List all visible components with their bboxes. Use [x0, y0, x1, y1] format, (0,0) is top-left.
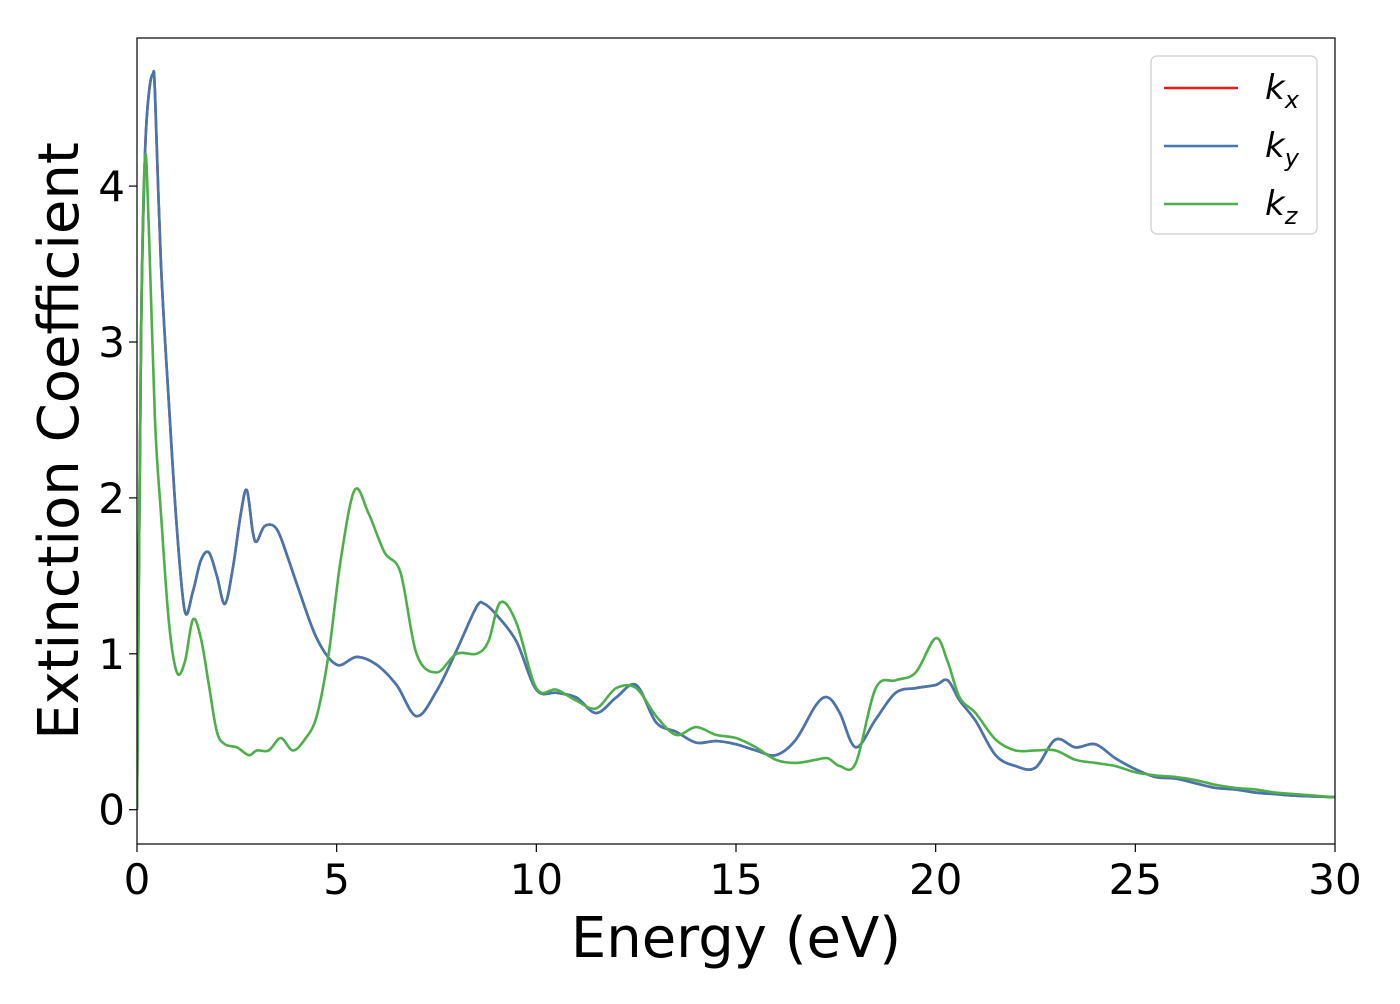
y-tick-label: 2: [98, 474, 125, 523]
y-tick-label: 3: [98, 318, 125, 367]
series-layer: [137, 70, 1335, 810]
x-tick-label: 0: [124, 855, 151, 904]
legend-label-x: kx: [1265, 68, 1300, 114]
x-tick-label: 30: [1308, 855, 1361, 904]
series-line-z: [137, 153, 1335, 810]
series-line-y: [137, 70, 1335, 810]
x-tick-label: 15: [709, 855, 762, 904]
legend-label-y: ky: [1265, 126, 1300, 172]
x-tick-label: 10: [510, 855, 563, 904]
x-tick-label: 25: [1109, 855, 1162, 904]
x-axis-label: Energy (eV): [571, 906, 901, 971]
x-tick-label: 5: [323, 855, 350, 904]
x-tick-label: 20: [909, 855, 962, 904]
y-axis-label: Extinction Coefficient: [27, 142, 92, 740]
y-tick-label: 1: [98, 630, 125, 679]
axes-layer: 0 5 10 15 20 25 30 0 1 2 3 4: [98, 162, 1361, 904]
y-tick-label: 0: [98, 786, 125, 835]
y-tick-label: 4: [98, 162, 125, 211]
